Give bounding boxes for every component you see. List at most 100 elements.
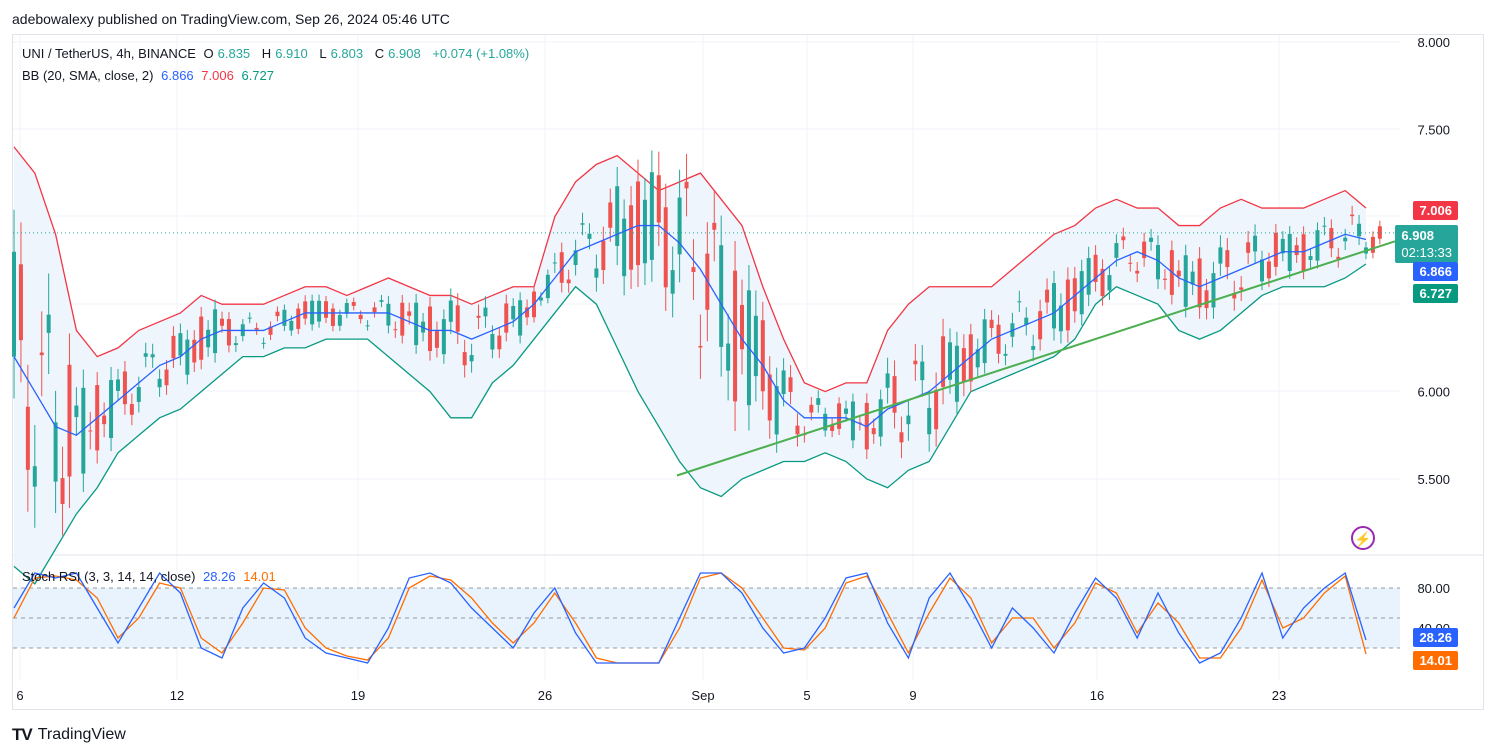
candle-body <box>1280 238 1285 254</box>
candle-body <box>830 424 835 431</box>
open-value: 6.835 <box>217 46 251 61</box>
candle-body <box>157 378 162 388</box>
candle-body <box>878 399 883 437</box>
candle-body <box>344 303 349 314</box>
candle-body <box>407 311 412 316</box>
candle-body <box>226 319 231 346</box>
candle-body <box>1162 278 1167 280</box>
candle-body <box>740 304 744 350</box>
stoch-k-value: 28.26 <box>203 569 236 584</box>
candle-body <box>1350 214 1355 217</box>
candle-body <box>1308 256 1313 260</box>
candle-body <box>906 415 911 425</box>
stoch-axis-label: 80.00 <box>1417 581 1450 596</box>
candle-body <box>975 349 980 368</box>
candle-body <box>948 342 952 380</box>
bb-basis-tag: 6.866 <box>1413 262 1458 281</box>
candle-body <box>885 373 890 388</box>
candle-body <box>39 352 44 356</box>
time-axis-label: 6 <box>16 688 23 703</box>
support-trendline <box>676 240 1396 477</box>
candle-body <box>823 413 828 431</box>
tradingview-logo-icon: TV <box>12 725 33 744</box>
candle-body <box>393 329 398 331</box>
candle-body <box>601 240 606 271</box>
last-price-value: 6.908 <box>1401 228 1434 243</box>
high-value: 6.910 <box>275 46 308 61</box>
candle-body <box>102 415 107 425</box>
candle-body <box>927 407 932 435</box>
candle-body <box>1246 242 1251 253</box>
candle-body <box>733 270 738 402</box>
candle-body <box>968 334 973 382</box>
low-value: 6.803 <box>330 46 364 61</box>
candle-body <box>386 303 391 326</box>
time-axis-label: 12 <box>170 688 184 703</box>
time-axis-label: 23 <box>1272 688 1286 703</box>
candle-body <box>289 320 294 331</box>
candle-body <box>247 317 252 319</box>
candle-body <box>1003 353 1008 356</box>
candle-body <box>573 250 578 266</box>
bb-lower-line <box>13 263 1367 585</box>
time-axis-label: 5 <box>803 688 810 703</box>
stoch-d-line <box>13 572 1367 664</box>
candle-body <box>483 307 488 317</box>
stoch-d-tag: 14.01 <box>1413 651 1458 670</box>
candle-body <box>32 466 37 487</box>
candle-body <box>1253 235 1258 252</box>
stoch-legend: Stoch RSI (3, 3, 14, 14, close) 28.26 14… <box>22 569 280 584</box>
candle-body <box>788 377 793 392</box>
candle-body <box>899 432 904 443</box>
stoch-d-value: 14.01 <box>243 569 276 584</box>
candle-body <box>837 403 842 429</box>
candle-body <box>1149 237 1154 242</box>
candle-body <box>1218 247 1223 264</box>
candle-body <box>663 207 668 288</box>
candle-body <box>143 353 148 357</box>
candle-body <box>434 331 439 348</box>
candle-body <box>1273 232 1278 267</box>
candle-body <box>1128 262 1133 264</box>
candle-body <box>109 380 114 439</box>
candle-body <box>268 326 273 335</box>
bb-label: BB (20, SMA, close, 2) <box>22 68 154 83</box>
candle-body <box>629 205 634 270</box>
candle-body <box>192 339 197 363</box>
candle-body <box>594 268 599 278</box>
candle-body <box>698 345 703 348</box>
candle-body <box>684 181 689 189</box>
candle-body <box>1038 311 1043 340</box>
bb-lower-tag: 6.727 <box>1413 284 1458 303</box>
candle-body <box>476 315 481 318</box>
candle-body <box>767 374 772 421</box>
candle-body <box>428 306 432 352</box>
candle-body <box>677 197 682 255</box>
candle-body <box>1017 301 1022 303</box>
candle-body <box>954 345 959 402</box>
candle-body <box>282 309 287 326</box>
symbol-legend: UNI / TetherUS, 4h, BINANCE O 6.835 H 6.91… <box>22 46 533 61</box>
price-axis-label: 7.500 <box>1417 122 1450 137</box>
candle-body <box>81 387 86 474</box>
candle-body <box>670 270 675 294</box>
candle-body <box>275 311 280 317</box>
bb-legend: BB (20, SMA, close, 2) 6.866 7.006 6.727 <box>22 68 278 83</box>
candle-body <box>365 325 370 327</box>
candle-body <box>1107 275 1112 291</box>
candle-body <box>1336 256 1341 259</box>
candle-body <box>1114 243 1119 258</box>
candle-body <box>18 264 23 341</box>
candle-body <box>330 308 335 326</box>
candle-body <box>185 339 190 375</box>
flash-icon[interactable]: ⚡ <box>1351 526 1375 550</box>
candle-body <box>781 370 786 395</box>
candle-body <box>178 333 183 356</box>
bb-upper-line <box>13 146 1367 393</box>
candle-body <box>171 335 176 359</box>
candle-body <box>1093 254 1098 282</box>
brand-name: TradingView <box>37 726 126 743</box>
change-value: +0.074 (+1.08%) <box>432 46 530 61</box>
candle-body <box>337 315 342 326</box>
